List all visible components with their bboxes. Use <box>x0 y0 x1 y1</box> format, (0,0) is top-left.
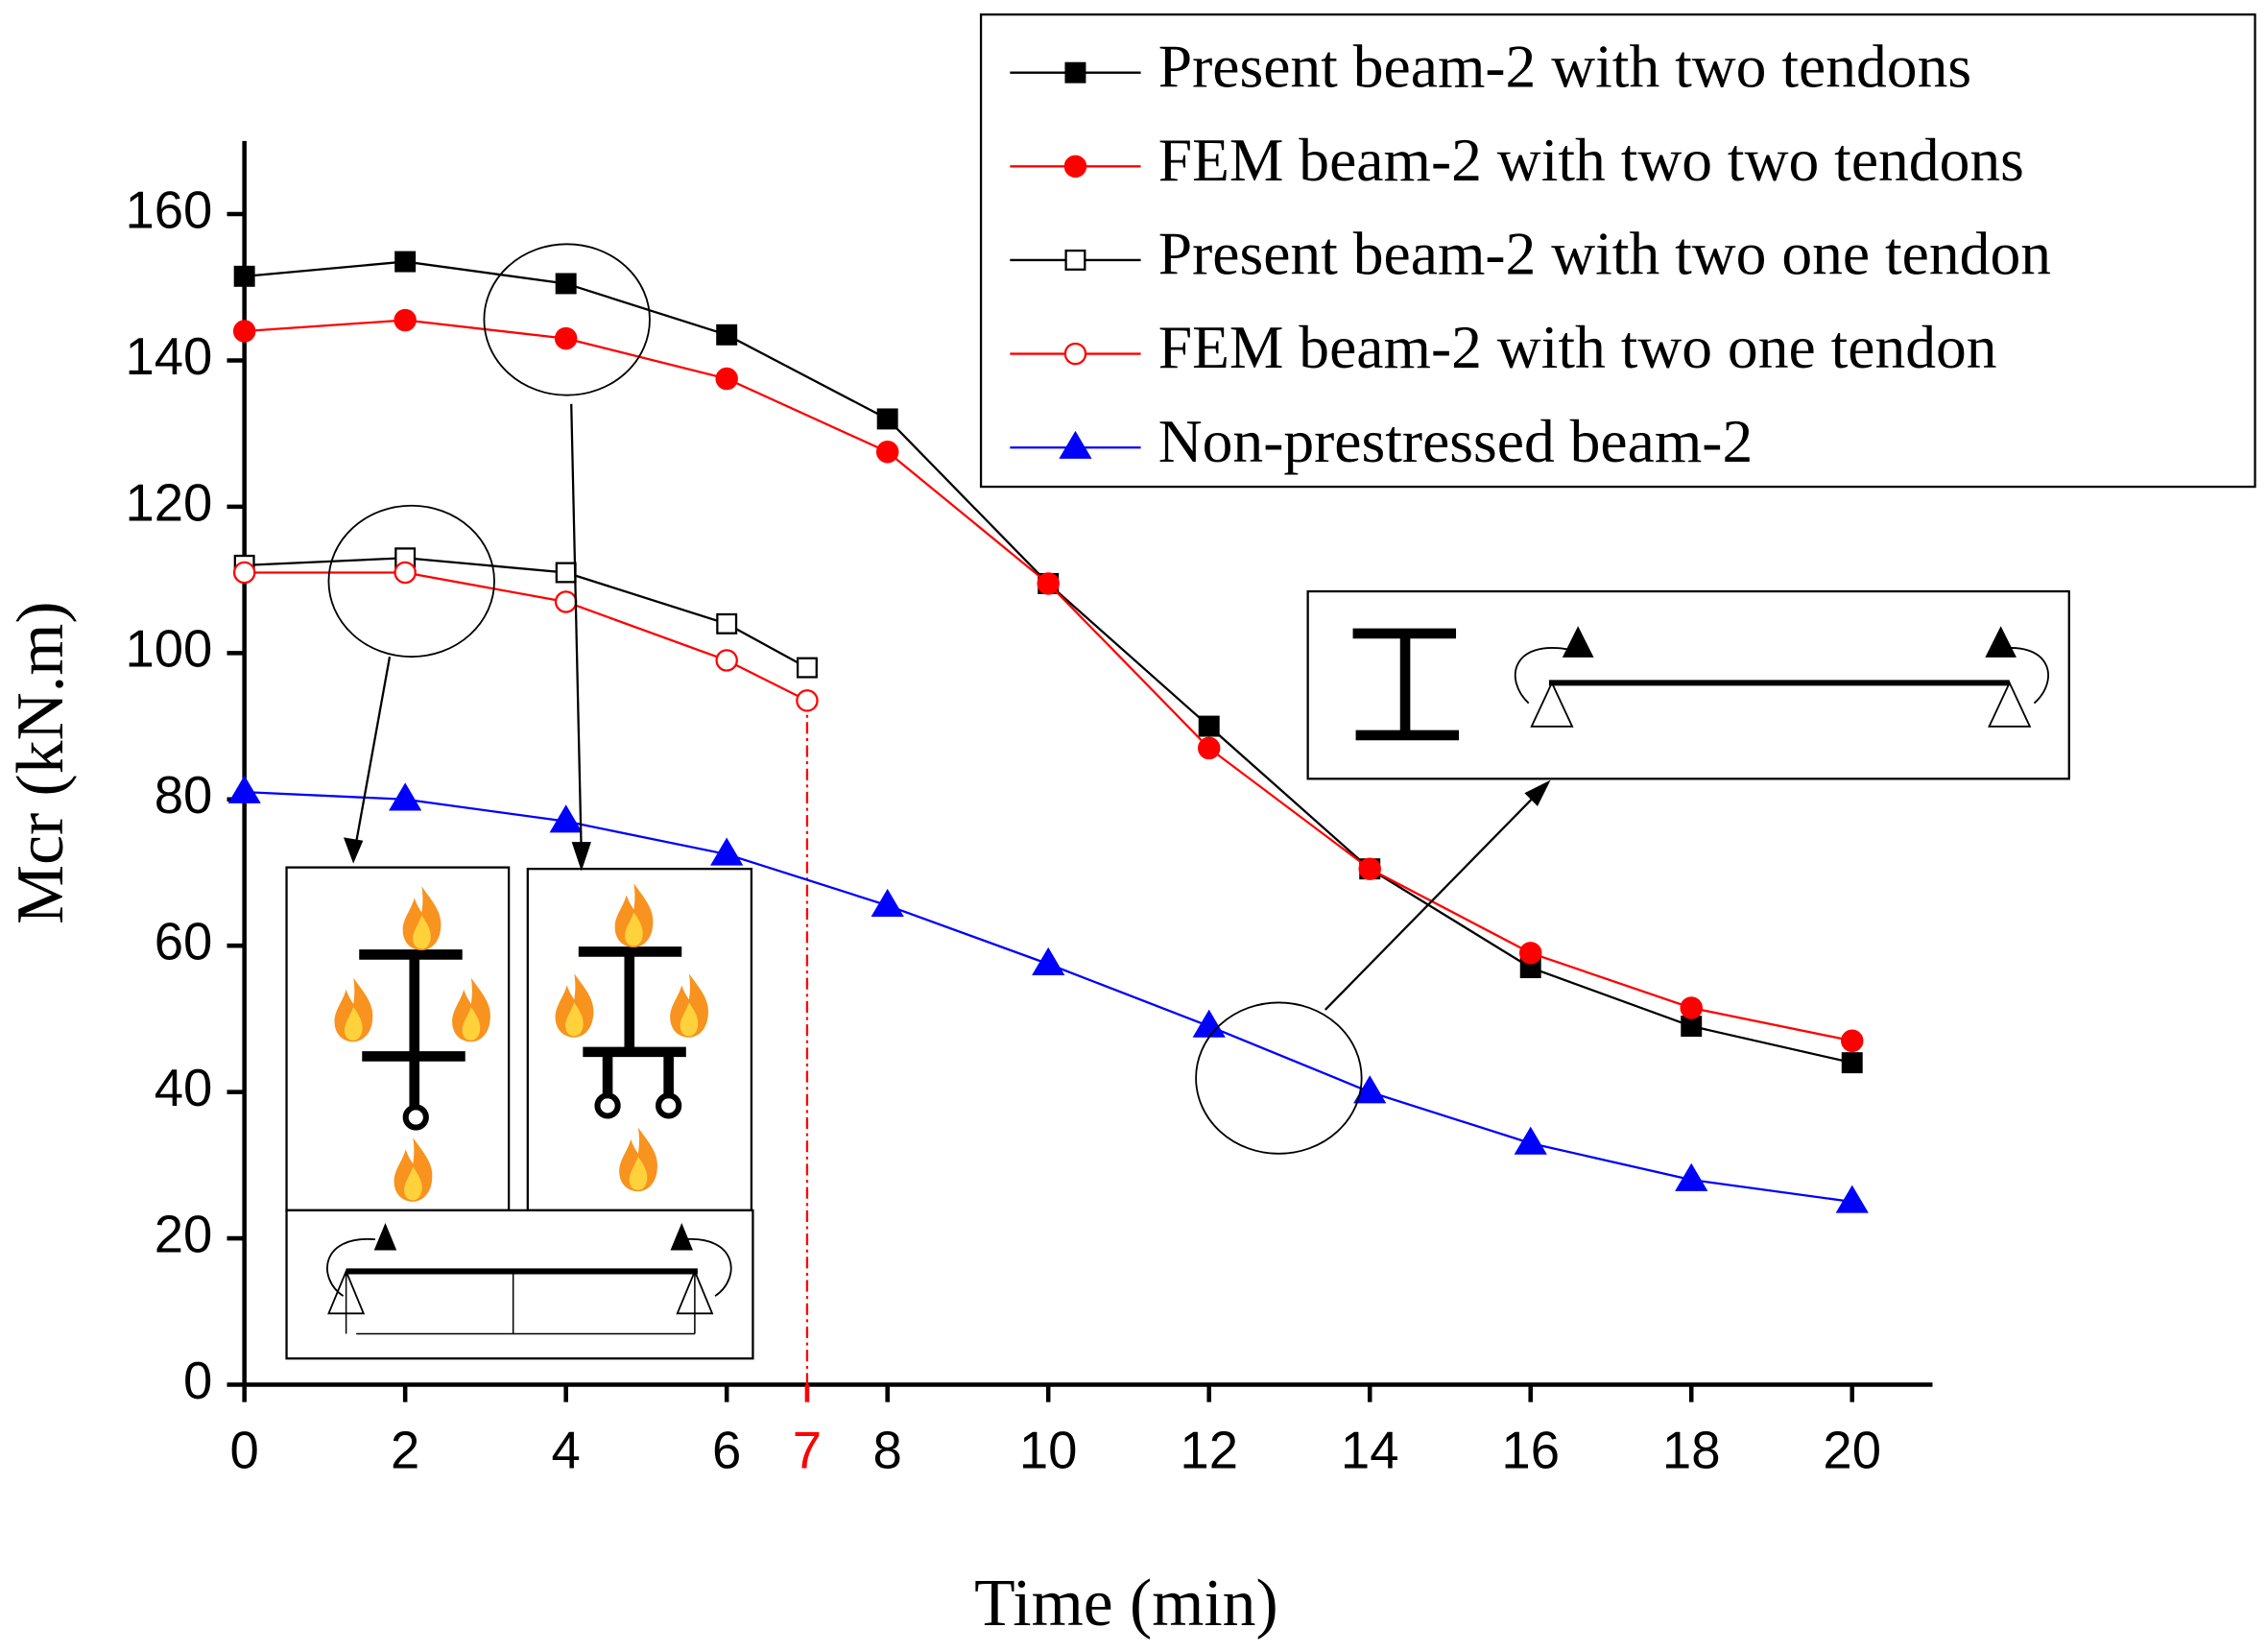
marker <box>394 561 417 585</box>
series-line <box>244 260 1853 1065</box>
marker <box>871 888 904 918</box>
marker <box>232 320 256 343</box>
x-tick-label: 20 <box>1823 1422 1881 1480</box>
marker <box>394 308 417 332</box>
x-tick-label: 16 <box>1501 1422 1560 1480</box>
marker <box>876 408 898 430</box>
marker <box>1032 946 1065 975</box>
marker <box>710 837 744 866</box>
marker <box>394 251 417 273</box>
marker <box>554 590 578 613</box>
marker <box>716 612 738 634</box>
marker <box>796 689 819 712</box>
legend-marker <box>1059 430 1092 459</box>
marker <box>554 326 578 350</box>
x-tick-label: 7 <box>793 1422 822 1480</box>
marker <box>1680 996 1703 1019</box>
y-tick-label: 80 <box>155 766 213 825</box>
y-tick-label: 60 <box>155 913 213 971</box>
legend-label: FEM beam-2 with two one tendon <box>1158 313 1997 381</box>
y-tick-label: 0 <box>183 1352 212 1410</box>
legend-marker <box>1063 342 1087 366</box>
flames <box>334 883 708 1202</box>
inset-diagrams <box>285 243 2070 1360</box>
x-tick-label: 2 <box>391 1422 419 1480</box>
marker <box>715 367 738 391</box>
y-tick-label: 20 <box>155 1205 213 1263</box>
marker <box>796 657 818 679</box>
x-tick-label: 4 <box>552 1422 581 1480</box>
marker <box>555 273 577 295</box>
y-tick-label: 100 <box>125 620 212 679</box>
x-tick-label: 6 <box>712 1422 741 1480</box>
legend-marker <box>1064 61 1086 84</box>
marker <box>227 775 261 803</box>
legend-marker <box>1064 249 1086 271</box>
x-tick-label: 14 <box>1341 1422 1399 1480</box>
marker <box>1841 1052 1863 1074</box>
x-tick-label: 12 <box>1180 1422 1238 1480</box>
x-tick-label: 8 <box>873 1422 902 1480</box>
marker <box>1514 1126 1547 1155</box>
marker <box>1197 736 1221 760</box>
marker <box>389 782 422 811</box>
marker <box>716 323 738 346</box>
marker <box>1358 857 1381 880</box>
y-axis-label: Mcr (kN.m) <box>4 601 78 923</box>
y-tick-label: 160 <box>125 180 212 239</box>
legend-label: Present beam-2 with two one tendon <box>1158 220 2051 288</box>
legend-box <box>979 13 2256 489</box>
marker <box>233 265 255 287</box>
x-axis-label: Time (min) <box>974 1567 1278 1640</box>
marker <box>1841 1029 1864 1053</box>
y-tick-label: 40 <box>155 1059 213 1117</box>
marker <box>232 561 256 585</box>
x-tick-label: 18 <box>1662 1422 1721 1480</box>
marker <box>1675 1162 1708 1191</box>
marker <box>1198 715 1220 737</box>
x-tick-label: 0 <box>230 1422 259 1480</box>
x-tick-label: 10 <box>1019 1422 1078 1480</box>
marker <box>1681 1016 1703 1038</box>
legend-label: Present beam-2 with two tendons <box>1158 32 1971 100</box>
legend-label: Non-prestressed beam-2 <box>1158 407 1754 475</box>
y-tick-label: 140 <box>125 327 212 386</box>
marker <box>875 441 899 464</box>
marker <box>1192 1009 1226 1038</box>
legend-marker <box>1063 155 1087 179</box>
marker <box>1037 572 1060 595</box>
y-tick-label: 120 <box>125 473 212 532</box>
marker <box>1518 942 1542 965</box>
marker <box>555 562 577 584</box>
marker <box>1835 1185 1869 1213</box>
legend-label: FEM beam-2 with two two tendons <box>1158 126 2024 194</box>
marker <box>715 649 738 672</box>
marker <box>1353 1075 1387 1104</box>
marker <box>549 804 583 833</box>
